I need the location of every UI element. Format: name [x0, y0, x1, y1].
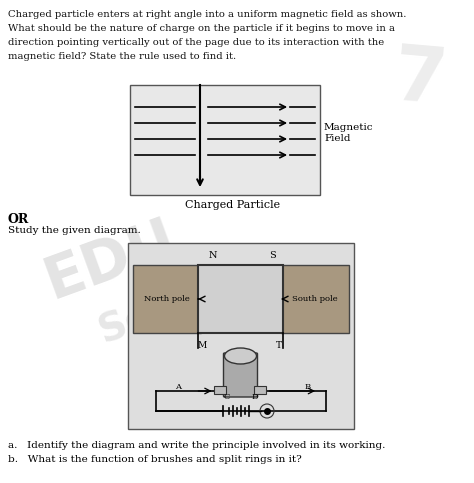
Text: M: M: [197, 341, 207, 350]
Text: magnetic field? State the rule used to find it.: magnetic field? State the rule used to f…: [8, 52, 236, 61]
Text: S: S: [270, 251, 276, 260]
Bar: [130, 85, 320, 195]
Text: EDU: EDU: [36, 210, 183, 310]
Text: North pole: North pole: [144, 295, 190, 303]
Text: B: B: [305, 383, 311, 391]
Bar: [198, 265, 283, 333]
Text: C: C: [223, 393, 230, 401]
Text: D: D: [251, 393, 258, 401]
Bar: [128, 243, 354, 429]
FancyBboxPatch shape: [224, 353, 257, 397]
Text: N: N: [209, 251, 217, 260]
Text: T: T: [276, 341, 282, 350]
Text: What should be the nature of charge on the particle if it begins to move in a: What should be the nature of charge on t…: [8, 24, 395, 33]
Bar: [133, 265, 201, 333]
Bar: [255, 386, 266, 394]
Text: Study the given diagram.: Study the given diagram.: [8, 226, 141, 235]
Text: 7: 7: [390, 41, 450, 119]
Ellipse shape: [225, 348, 256, 364]
Bar: [215, 386, 227, 394]
Text: Seeks: Seeks: [92, 270, 228, 350]
Text: Charged Particle: Charged Particle: [185, 200, 280, 210]
Text: South pole: South pole: [292, 295, 338, 303]
Text: Magnetic
Field: Magnetic Field: [324, 123, 374, 142]
Text: Charged particle enters at right angle into a uniform magnetic field as shown.: Charged particle enters at right angle i…: [8, 10, 406, 19]
Text: a.   Identify the diagram and write the principle involved in its working.: a. Identify the diagram and write the pr…: [8, 441, 385, 450]
Text: OR: OR: [8, 213, 29, 226]
Text: direction pointing vertically out of the page due to its interaction with the: direction pointing vertically out of the…: [8, 38, 384, 47]
Text: A: A: [175, 383, 181, 391]
Bar: [281, 265, 349, 333]
Text: b.   What is the function of brushes and split rings in it?: b. What is the function of brushes and s…: [8, 455, 302, 464]
